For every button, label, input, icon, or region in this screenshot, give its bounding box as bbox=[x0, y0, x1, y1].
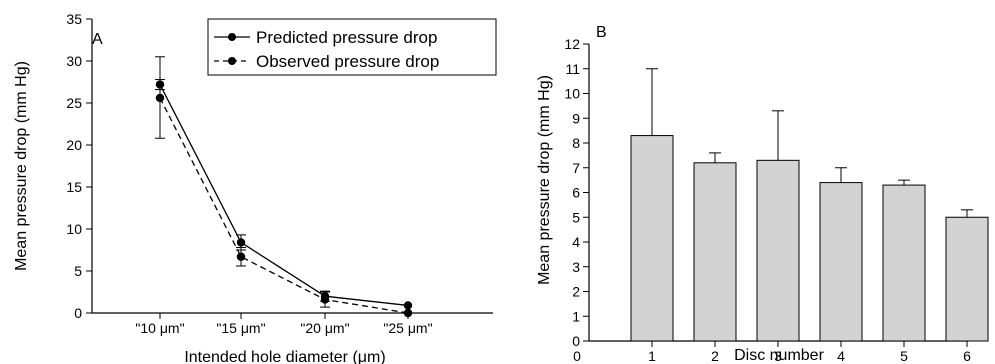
panel-b-x-tick-label: 4 bbox=[837, 348, 845, 364]
panel-b-y-tick-label: 1 bbox=[572, 308, 580, 324]
panel-a-line-chart: A Intended hole diameter (μm) Mean press… bbox=[13, 11, 497, 364]
predicted-data-point bbox=[403, 301, 413, 310]
legend-label-predicted: Predicted pressure drop bbox=[256, 28, 437, 47]
predicted-series-line bbox=[159, 84, 409, 307]
panel-b-letter: B bbox=[596, 24, 607, 41]
panel-a-x-axis-title: Intended hole diameter (μm) bbox=[184, 349, 385, 364]
panel-a-legend: Predicted pressure drop Observed pressur… bbox=[207, 18, 497, 76]
panel-b-y-tick-label: 2 bbox=[572, 284, 580, 300]
panel-b-x-tick-label: 3 bbox=[774, 348, 782, 364]
panel-a-y-tick-label: 35 bbox=[66, 11, 82, 27]
observed-data-point bbox=[236, 252, 246, 261]
panel-b-x-axis-title: Disc number bbox=[734, 347, 824, 364]
panel-b-y-tick-label: 9 bbox=[572, 110, 580, 126]
panel-a-y-tick-label: 10 bbox=[66, 221, 82, 237]
panel-b-y-tick-label: 10 bbox=[564, 86, 580, 102]
predicted-data-point bbox=[236, 238, 246, 247]
panel-b-y-tick-label: 4 bbox=[572, 234, 580, 250]
observed-series-line bbox=[159, 97, 409, 314]
panel-b-x-tick-label: 2 bbox=[711, 348, 719, 364]
bar-disc-2 bbox=[693, 162, 737, 342]
panel-a-x-tick-label: "10 μm" bbox=[135, 320, 184, 336]
panel-b-y-tick-label: 8 bbox=[572, 135, 580, 151]
bar-disc-6 bbox=[945, 216, 989, 342]
observed-data-point bbox=[403, 308, 413, 318]
bar-disc-4 bbox=[819, 182, 863, 342]
panel-a-y-tick-label: 5 bbox=[74, 263, 82, 279]
panel-b-x-tick-label: 0 bbox=[573, 348, 581, 364]
panel-a-y-tick-label: 20 bbox=[66, 137, 82, 153]
panel-a-y-tick-label: 15 bbox=[66, 179, 82, 195]
bar-disc-1 bbox=[630, 135, 674, 342]
panel-b-y-tick-label: 6 bbox=[572, 185, 580, 201]
panel-b-x-tick-label: 1 bbox=[648, 348, 656, 364]
panel-a-y-tick-label: 30 bbox=[66, 53, 82, 69]
legend-marker-predicted bbox=[228, 33, 236, 41]
panel-b-y-tick-label: 0 bbox=[572, 333, 580, 349]
legend-marker-observed bbox=[228, 57, 236, 65]
legend-box bbox=[207, 18, 497, 76]
panel-b-x-tick-label: 6 bbox=[963, 348, 971, 364]
panel-a-y-tick-label: 0 bbox=[74, 305, 82, 321]
panel-a-y-axis-title: Mean pressure drop (mm Hg) bbox=[13, 61, 30, 271]
bar-disc-3 bbox=[756, 159, 800, 342]
legend-label-observed: Observed pressure drop bbox=[256, 52, 439, 71]
observed-data-point bbox=[155, 93, 165, 103]
panel-b-y-tick-label: 3 bbox=[572, 259, 580, 275]
panel-b-y-axis-title: Mean pressure drop (mm Hg) bbox=[536, 75, 553, 285]
panel-a-x-tick-label: "15 μm" bbox=[216, 320, 265, 336]
panel-a-letter: A bbox=[92, 31, 103, 48]
panel-b-x-tick-label: 5 bbox=[900, 348, 908, 364]
panel-b-bar-chart: B Disc number Mean pressure drop (mm Hg)… bbox=[536, 24, 989, 364]
panel-b-y-tick-label: 5 bbox=[572, 209, 580, 225]
panel-a-x-tick-label: "25 μm" bbox=[383, 320, 432, 336]
bar-disc-5 bbox=[882, 184, 926, 342]
panel-b-y-tick-label: 7 bbox=[572, 160, 580, 176]
panel-b-y-tick-label: 12 bbox=[564, 36, 580, 52]
panel-a-x-tick-label: "20 μm" bbox=[300, 320, 349, 336]
panel-a-y-tick-label: 25 bbox=[66, 95, 82, 111]
panel-b-y-tick-label: 11 bbox=[565, 61, 580, 77]
observed-data-point bbox=[320, 295, 330, 304]
